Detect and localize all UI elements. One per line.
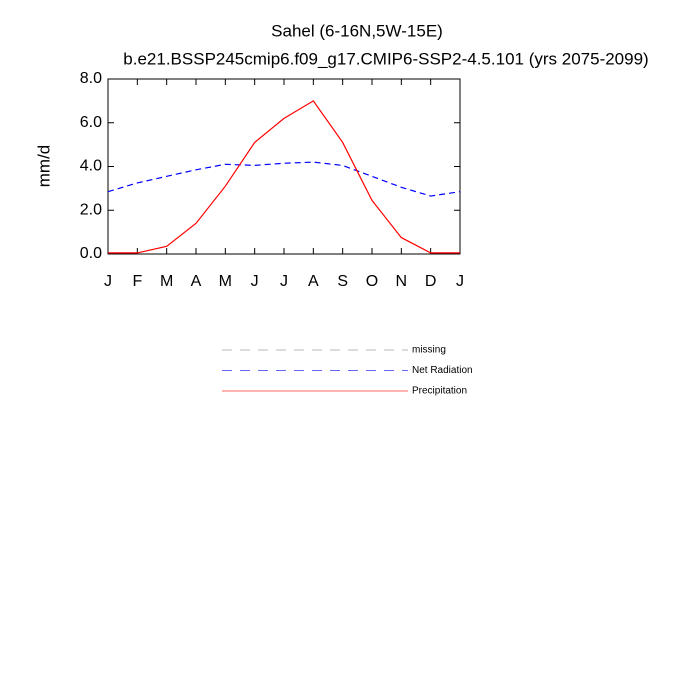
x-tick-label: M [219, 273, 232, 290]
legend-label: Net Radiation [412, 365, 473, 376]
x-tick-label: S [337, 273, 348, 290]
data-line [107, 161, 461, 197]
y-tick-label: 8.0 [80, 70, 102, 87]
x-tick-label: J [456, 273, 464, 290]
plot-frame [107, 78, 461, 255]
y-tick-label: 4.0 [80, 158, 102, 175]
x-tick-label: A [191, 273, 202, 290]
x-tick-label: M [160, 273, 173, 290]
x-tick-label: J [251, 273, 259, 290]
x-tick-label: F [132, 273, 142, 290]
x-tick-label: N [396, 273, 408, 290]
x-tick-label: J [104, 273, 112, 290]
data-line [108, 100, 460, 254]
x-tick-label: J [280, 273, 288, 290]
chart-title: Sahel (6-16N,5W-15E) [271, 21, 443, 40]
y-tick-label: 6.0 [80, 114, 102, 131]
legend-label: Precipitation [412, 386, 467, 397]
y-tick-label: 0.0 [80, 245, 102, 262]
x-tick-label: D [425, 273, 437, 290]
legend-label: missing [412, 345, 446, 356]
y-axis-label: mm/d [34, 145, 53, 188]
x-tick-label: O [366, 273, 378, 290]
x-tick-label: A [308, 273, 319, 290]
y-tick-label: 2.0 [80, 201, 102, 218]
chart-subtitle: b.e21.BSSP245cmip6.f09_g17.CMIP6-SSP2-4.… [123, 49, 648, 68]
